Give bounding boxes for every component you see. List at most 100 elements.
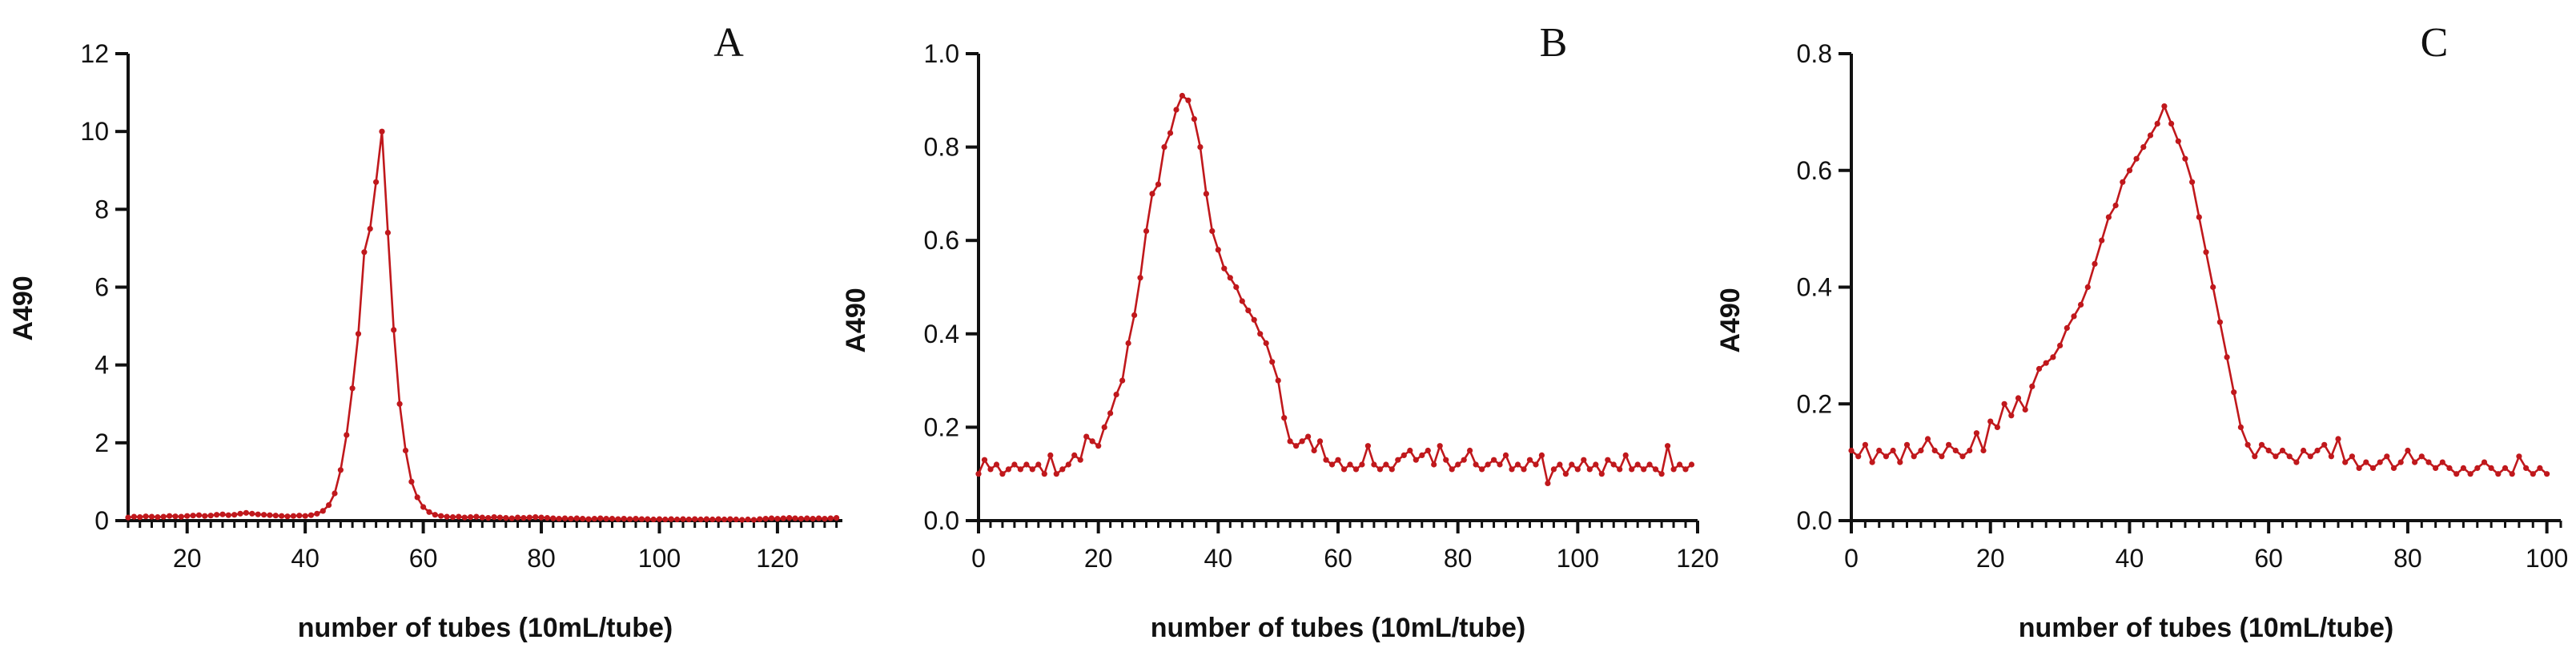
data-point <box>1035 461 1042 468</box>
y-tick-label: 0 <box>94 506 109 535</box>
data-point <box>727 516 733 522</box>
data-point <box>1509 466 1515 473</box>
data-point <box>1041 471 1047 477</box>
data-point <box>2467 471 2474 477</box>
data-point <box>1593 461 1599 468</box>
data-point <box>214 512 220 518</box>
data-point <box>1876 447 1883 454</box>
data-point <box>2258 441 2265 448</box>
data-point <box>2481 459 2488 465</box>
data-point <box>1658 471 1665 477</box>
data-point <box>662 516 669 523</box>
data-point <box>627 516 633 522</box>
data-point <box>1221 265 1228 272</box>
data-point <box>243 509 249 516</box>
data-point <box>1071 452 1078 459</box>
data-point <box>1281 415 1288 421</box>
data-point <box>1053 471 1059 477</box>
data-point <box>668 516 674 522</box>
data-point <box>827 515 834 521</box>
data-point <box>2425 459 2432 465</box>
panel-label: B <box>1540 20 1568 66</box>
data-point <box>1526 457 1533 463</box>
data-point <box>231 512 238 518</box>
data-point <box>538 514 545 521</box>
data-point <box>750 517 758 523</box>
data-point <box>473 513 480 520</box>
x-tick-label: 0 <box>971 544 986 573</box>
x-tick-label: 60 <box>409 544 438 573</box>
data-point <box>349 385 356 392</box>
data-point <box>603 516 609 522</box>
data-point <box>1605 457 1611 463</box>
data-point <box>2279 447 2286 454</box>
data-point <box>1077 457 1083 463</box>
data-point <box>1371 461 1377 468</box>
data-point <box>296 513 303 519</box>
data-point <box>261 512 267 518</box>
data-point <box>1143 227 1150 235</box>
data-point <box>2203 249 2209 256</box>
data-point <box>2008 412 2015 419</box>
data-point <box>461 514 468 521</box>
y-tick-label: 0.6 <box>1797 156 1832 185</box>
y-tick-label: 12 <box>80 39 109 68</box>
data-point <box>279 513 285 519</box>
data-point <box>355 331 362 337</box>
data-point <box>993 461 1000 468</box>
data-point <box>591 516 598 522</box>
x-tick-label: 80 <box>527 544 556 573</box>
data-point <box>485 515 492 521</box>
data-point <box>774 516 781 522</box>
data-point <box>1924 436 1931 442</box>
data-point <box>160 513 167 520</box>
data-point <box>1634 461 1641 468</box>
data-point <box>237 510 243 517</box>
data-point <box>609 516 616 522</box>
data-point <box>1897 459 1903 465</box>
data-point <box>1233 284 1240 291</box>
data-point <box>645 516 651 522</box>
y-tick-label: 0.0 <box>1797 506 1832 535</box>
data-point <box>2439 459 2445 465</box>
data-point <box>2418 453 2425 460</box>
data-point <box>1682 466 1689 473</box>
data-point <box>1149 191 1155 197</box>
data-point <box>1167 130 1174 136</box>
data-point <box>757 516 763 522</box>
x-axis-title: number of tubes (10mL/tube) <box>1151 613 1525 643</box>
data-point <box>503 515 509 521</box>
data-point <box>2349 453 2355 460</box>
data-point <box>1065 461 1071 468</box>
data-point <box>1257 331 1264 337</box>
data-point <box>580 516 586 522</box>
data-point <box>999 471 1006 477</box>
x-tick-label: 20 <box>1976 544 2005 573</box>
data-point <box>1931 447 1938 454</box>
data-point <box>556 516 562 522</box>
data-point <box>1347 461 1353 468</box>
data-point <box>267 512 273 518</box>
data-point <box>420 504 427 510</box>
data-point <box>2022 406 2028 413</box>
data-point <box>344 432 350 438</box>
data-point <box>1203 191 1209 197</box>
y-tick-label: 1.0 <box>924 39 959 68</box>
data-point <box>2301 447 2307 454</box>
data-point <box>1101 424 1107 431</box>
chart-panel-b: 0 20 40 60 80 100 120 0.0 0.2 0.4 0.6 0.8 1.0 number … <box>841 20 1719 643</box>
data-point <box>1952 447 1959 454</box>
data-point <box>384 229 391 236</box>
data-point <box>1340 466 1348 473</box>
data-point <box>1388 466 1395 473</box>
data-point <box>1275 377 1281 384</box>
panel-label: A <box>713 20 744 66</box>
data-point <box>432 512 438 518</box>
data-point <box>1316 438 1324 445</box>
data-point <box>692 516 698 522</box>
data-point <box>561 515 569 521</box>
data-point <box>2307 453 2313 460</box>
data-point <box>2273 453 2279 460</box>
data-point <box>373 179 380 185</box>
data-point <box>178 513 184 520</box>
